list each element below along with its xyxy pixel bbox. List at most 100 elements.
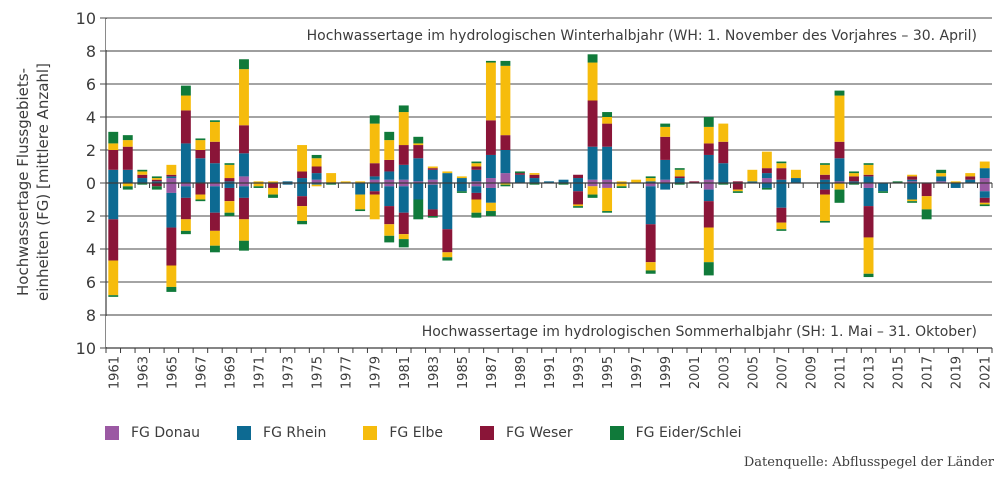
x-tick-label: 1961 [107,356,122,389]
bar-summer-fgdonau-1994 [587,183,598,187]
axes [105,18,993,353]
bar-winter-fgeiderschlei-1989 [515,171,525,174]
bar-winter-fgelbe-2005 [747,169,758,182]
bar-summer-fgeiderschlei-2000 [674,183,685,185]
bar-winter-fgeiderschlei-1981 [398,105,409,113]
bar-winter-fgrhein-1988 [500,150,511,174]
bar-winter-fgweser-2011 [834,141,845,159]
bar-winter-fgeiderschlei-1982 [413,136,424,144]
x-tick-label: 1983 [427,356,442,389]
bar-winter-fgrhein-1984 [442,173,453,183]
x-tick-label: 1995 [601,356,616,389]
bar-summer-fgeiderschlei-2013 [863,273,874,278]
bar-winter-fgelbe-1970 [239,69,249,126]
bar-summer-fgelbe-1995 [602,187,613,212]
bar-winter-fgrhein-1961 [108,169,119,183]
bar-winter-fgweser-1988 [500,135,511,150]
bar-winter-fgelbe-1964 [151,178,162,180]
bar-summer-fgweser-1993 [573,191,583,205]
bar-winter-fgweser-2013 [863,174,874,177]
bar-winter-fgrhein-1985 [456,178,467,183]
bar-summer-fgeiderschlei-2021 [979,204,990,207]
bar-winter-fgelbe-1986 [471,163,482,167]
bar-winter-fgeiderschlei-1980 [384,131,395,141]
bar-winter-fgelbe-1983 [427,166,438,169]
bar-winter-fgdonau-1983 [427,179,438,183]
bar-winter-fgelbe-1966 [180,95,191,111]
legend-swatch [363,426,378,440]
bar-winter-fgrhein-1975 [311,173,322,180]
bar-summer-fgweser-2021 [979,197,990,203]
bar-winter-fgdonau-1986 [471,181,482,183]
bar-summer-fgweser-1974 [297,196,308,207]
bar-summer-fgeiderschlei-1978 [355,209,366,212]
bar-winter-fgweser-1963 [137,174,148,179]
bar-summer-fgeiderschlei-1982 [413,199,424,220]
bar-winter-fgweser-1974 [297,171,308,179]
bar-winter-fgweser-1968 [209,141,220,164]
bar-winter-fgdonau-1975 [311,179,322,183]
bar-summer-fgrhein-2002 [703,189,714,202]
x-tick-label: 1981 [398,356,413,389]
bar-winter-fgrhein-1983 [427,169,438,180]
bar-summer-fgelbe-2004 [732,189,743,192]
bar-winter-fgelbe-1987 [485,62,496,121]
bar-summer-fgrhein-1968 [209,186,220,213]
bar-winter-fgelbe-2011 [834,95,845,142]
bar-winter-fgelbe-2008 [790,169,801,179]
bar-summer-fgeiderschlei-1963 [137,183,148,185]
bar-summer-fgelbe-1967 [195,194,206,200]
bar-summer-fgeiderschlei-2012 [849,183,859,185]
bar-summer-fgeiderschlei-2010 [820,220,830,223]
bar-winter-fgelbe-1995 [602,117,613,124]
bar-summer-fgweser-1980 [384,206,395,225]
bar-summer-fgelbe-1980 [384,224,395,236]
bar-summer-fgweser-2013 [863,206,874,238]
bar-winter-fgweser-2006 [761,168,772,174]
bar-summer-fgeiderschlei-1976 [326,183,337,185]
bar-winter-fgdonau-1965 [166,178,177,183]
bar-winter-fgelbe-1998 [645,178,656,182]
bar-summer-fgdonau-1986 [471,183,482,187]
bar-winter-fgelbe-1976 [326,173,337,183]
legend-item-donau: FG Donau [105,425,200,441]
bar-winter-fgeiderschlei-1962 [122,135,133,141]
x-tick-label: 1997 [630,356,645,389]
bar-summer-fgelbe-1998 [645,262,656,271]
y-tick-label: 6 [86,273,96,292]
bar-winter-fgrhein-2002 [703,154,714,180]
bar-summer-fgeiderschlei-1970 [239,240,249,251]
bar-summer-fgeiderschlei-2011 [834,189,845,203]
bar-winter-fgelbe-2020 [965,173,976,177]
legend-swatch [237,426,252,440]
bar-winter-fgweser-2012 [849,176,859,182]
bar-winter-fgrhein-2010 [820,179,830,183]
bar-winter-fgeiderschlei-1999 [660,123,671,127]
bar-winter-fgrhein-1974 [297,178,308,183]
bar-summer-fgeiderschlei-2004 [732,191,743,193]
legend-swatch [609,426,624,440]
bar-winter-fgelbe-1962 [122,140,133,147]
x-tick-label: 2009 [804,356,819,389]
bar-winter-fgrhein-1970 [239,153,249,177]
bar-winter-fgelbe-1974 [297,145,308,172]
bar-summer-fgdonau-2021 [979,183,990,192]
legend-item-eider-schlei: FG Eider/Schlei [609,425,742,441]
bar-winter-fgeiderschlei-2007 [776,161,787,164]
bar-winter-fgrhein-1962 [122,169,133,183]
bar-winter-fgrhein-1963 [137,178,148,183]
bar-summer-fgweser-1981 [398,212,409,235]
bar-winter-fgrhein-2006 [761,173,772,179]
bar-winter-fgweser-1962 [122,146,133,170]
y-tick-label: 8 [86,42,96,61]
bar-winter-fgeiderschlei-1995 [602,112,613,117]
bar-summer-fgweser-1979 [369,191,380,195]
bar-summer-fgeiderschlei-2003 [718,183,729,185]
bar-winter-fgdonau-1995 [602,179,613,183]
x-tick-label: 1991 [543,356,558,389]
bar-winter-fgdonau-2011 [834,181,845,183]
bar-summer-fgeiderschlei-2006 [761,187,772,190]
bar-summer-fgweser-1966 [180,197,191,220]
bar-summer-fgdonau-1966 [180,183,191,187]
bar-winter-fgrhein-1991 [544,181,554,183]
